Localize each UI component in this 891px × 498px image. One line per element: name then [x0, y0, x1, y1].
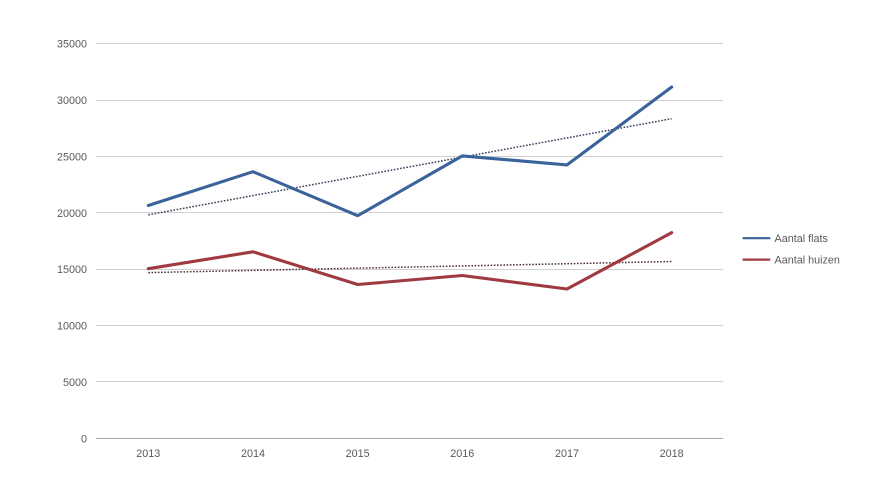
svg-text:25000: 25000 [57, 151, 87, 163]
svg-text:15000: 15000 [57, 264, 87, 276]
svg-text:Aantal huizen: Aantal huizen [775, 254, 840, 266]
svg-text:30000: 30000 [57, 95, 87, 107]
svg-text:2015: 2015 [346, 448, 370, 460]
svg-text:Aantal flats: Aantal flats [775, 233, 829, 245]
svg-text:5000: 5000 [63, 377, 87, 389]
svg-text:35000: 35000 [57, 39, 87, 51]
svg-text:2014: 2014 [241, 448, 265, 460]
svg-text:10000: 10000 [57, 321, 87, 333]
svg-text:2017: 2017 [555, 448, 579, 460]
svg-text:2016: 2016 [450, 448, 474, 460]
svg-text:2018: 2018 [660, 448, 684, 460]
svg-text:2013: 2013 [136, 448, 160, 460]
svg-text:20000: 20000 [57, 208, 87, 220]
svg-text:0: 0 [81, 434, 87, 446]
